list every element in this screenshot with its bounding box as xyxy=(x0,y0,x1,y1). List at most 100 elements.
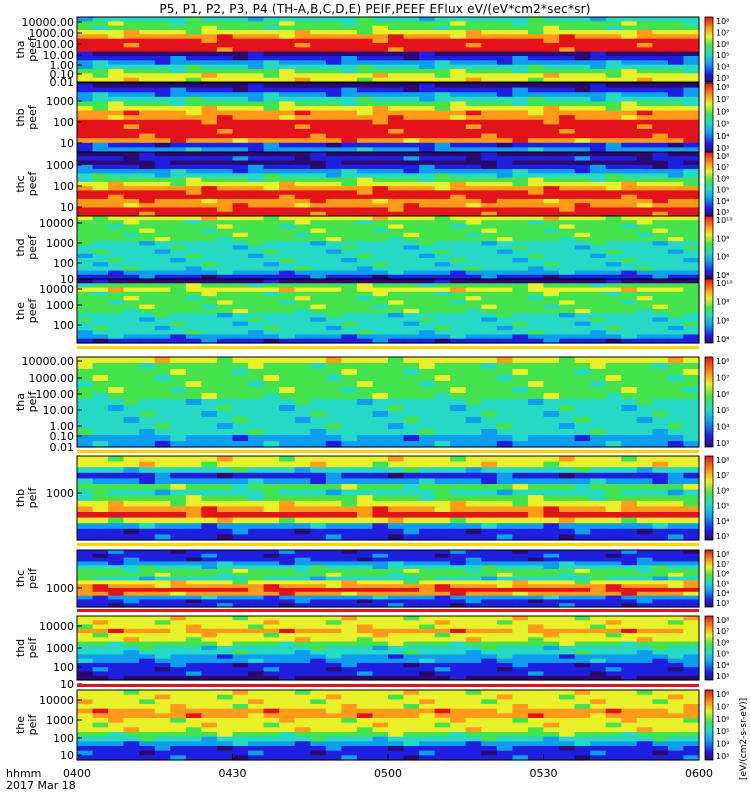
heatmap-cell xyxy=(372,435,389,442)
heatmap-cell xyxy=(372,387,389,394)
heatmap-cell xyxy=(543,478,560,485)
heatmap-cell xyxy=(108,304,125,310)
heatmap-cell xyxy=(667,423,685,430)
heatmap-cell xyxy=(605,599,622,604)
heatmap-cell xyxy=(216,173,234,179)
heatmap-cell xyxy=(465,245,482,251)
heatmap-cell xyxy=(481,152,498,157)
heatmap-cell xyxy=(574,262,591,267)
heatmap-cell xyxy=(139,500,156,507)
heatmap-cell xyxy=(574,38,591,44)
heatmap-cell xyxy=(154,133,171,139)
heatmap-cell xyxy=(201,169,218,174)
heatmap-cell xyxy=(341,553,358,559)
heatmap-cell xyxy=(419,138,436,144)
heatmap-cell xyxy=(481,142,498,148)
heatmap-cell xyxy=(201,241,218,246)
heatmap-cell xyxy=(341,423,358,430)
heatmap-cell xyxy=(543,325,560,331)
heatmap-cell xyxy=(450,528,467,535)
heatmap-cell xyxy=(590,253,607,259)
heatmap-cell xyxy=(170,241,187,246)
heatmap-cell xyxy=(652,47,669,53)
y-tick-label: 100 xyxy=(53,319,74,332)
heatmap-cell xyxy=(481,616,498,621)
heatmap-cell xyxy=(621,25,638,31)
heatmap-cell xyxy=(450,523,467,530)
heatmap-cell xyxy=(652,160,669,166)
heatmap-cell xyxy=(496,435,513,442)
heatmap-cell xyxy=(543,249,560,255)
heatmap-cell xyxy=(185,484,202,491)
heatmap-cell xyxy=(92,119,109,125)
heatmap-cell xyxy=(559,232,576,238)
heatmap-cell xyxy=(403,83,420,89)
heatmap-cell xyxy=(325,317,342,323)
heatmap-cell xyxy=(527,550,545,555)
heatmap-cell xyxy=(92,216,109,221)
heatmap-cell xyxy=(248,572,265,578)
heatmap-cell xyxy=(232,115,249,121)
colorbar xyxy=(704,549,714,608)
heatmap-cell xyxy=(356,30,374,35)
heatmap-cell xyxy=(216,87,234,93)
heatmap-cell xyxy=(201,51,218,57)
heatmap-cell xyxy=(496,138,513,144)
heatmap-cell xyxy=(683,296,700,301)
heatmap-cell xyxy=(341,313,358,318)
heatmap-cell xyxy=(263,399,280,406)
heatmap-cell xyxy=(636,228,653,234)
heatmap-cell xyxy=(92,296,109,301)
heatmap-cell xyxy=(419,569,436,574)
heatmap-cell xyxy=(683,304,700,310)
heatmap-cell xyxy=(201,435,218,442)
heatmap-cell xyxy=(108,321,125,327)
heatmap-cell xyxy=(201,30,218,35)
heatmap-cell xyxy=(139,300,156,306)
heatmap-cell xyxy=(201,283,218,289)
heatmap-cell xyxy=(621,207,638,213)
heatmap-cell xyxy=(294,330,311,336)
heatmap-cell xyxy=(77,287,94,293)
heatmap-cell xyxy=(621,572,638,578)
heatmap-cell xyxy=(92,169,109,174)
heatmap-cell xyxy=(450,110,467,116)
heatmap-cell xyxy=(574,30,591,35)
heatmap-cell xyxy=(403,228,420,234)
heatmap-cell xyxy=(450,588,467,593)
heatmap-cell xyxy=(683,160,700,166)
heatmap-cell xyxy=(154,224,171,230)
heatmap-cell xyxy=(154,119,171,125)
heatmap-cell xyxy=(388,237,405,242)
heatmap-cell xyxy=(574,249,591,255)
heatmap-cell xyxy=(356,304,374,310)
heatmap-cell xyxy=(170,198,187,204)
heatmap-cell xyxy=(652,115,669,121)
heatmap-cell xyxy=(465,317,482,323)
heatmap-cell xyxy=(248,595,265,600)
heatmap-cell xyxy=(341,495,358,502)
heatmap-cell xyxy=(636,506,653,513)
heatmap-cell xyxy=(543,274,560,280)
heatmap-cell xyxy=(325,110,342,116)
heatmap-cell xyxy=(419,584,436,589)
heatmap-cell xyxy=(232,387,249,394)
heatmap-cell xyxy=(325,119,342,125)
heatmap-cell xyxy=(481,220,498,225)
heatmap-cell xyxy=(294,64,311,70)
heatmap-cell xyxy=(154,321,171,327)
heatmap-cell xyxy=(388,87,405,93)
heatmap-cell xyxy=(263,325,280,331)
heatmap-cell xyxy=(232,393,249,400)
heatmap-cell xyxy=(465,249,482,255)
heatmap-cell xyxy=(154,186,171,191)
heatmap-cell xyxy=(388,405,405,412)
heatmap-cell xyxy=(325,321,342,327)
heatmap-cell xyxy=(605,51,622,57)
heatmap-cell xyxy=(139,138,156,144)
heatmap-cell xyxy=(450,51,467,57)
heatmap-cell xyxy=(170,30,187,35)
heatmap-cell xyxy=(683,30,700,35)
heatmap-cell xyxy=(419,523,436,530)
heatmap-cell xyxy=(201,186,218,191)
